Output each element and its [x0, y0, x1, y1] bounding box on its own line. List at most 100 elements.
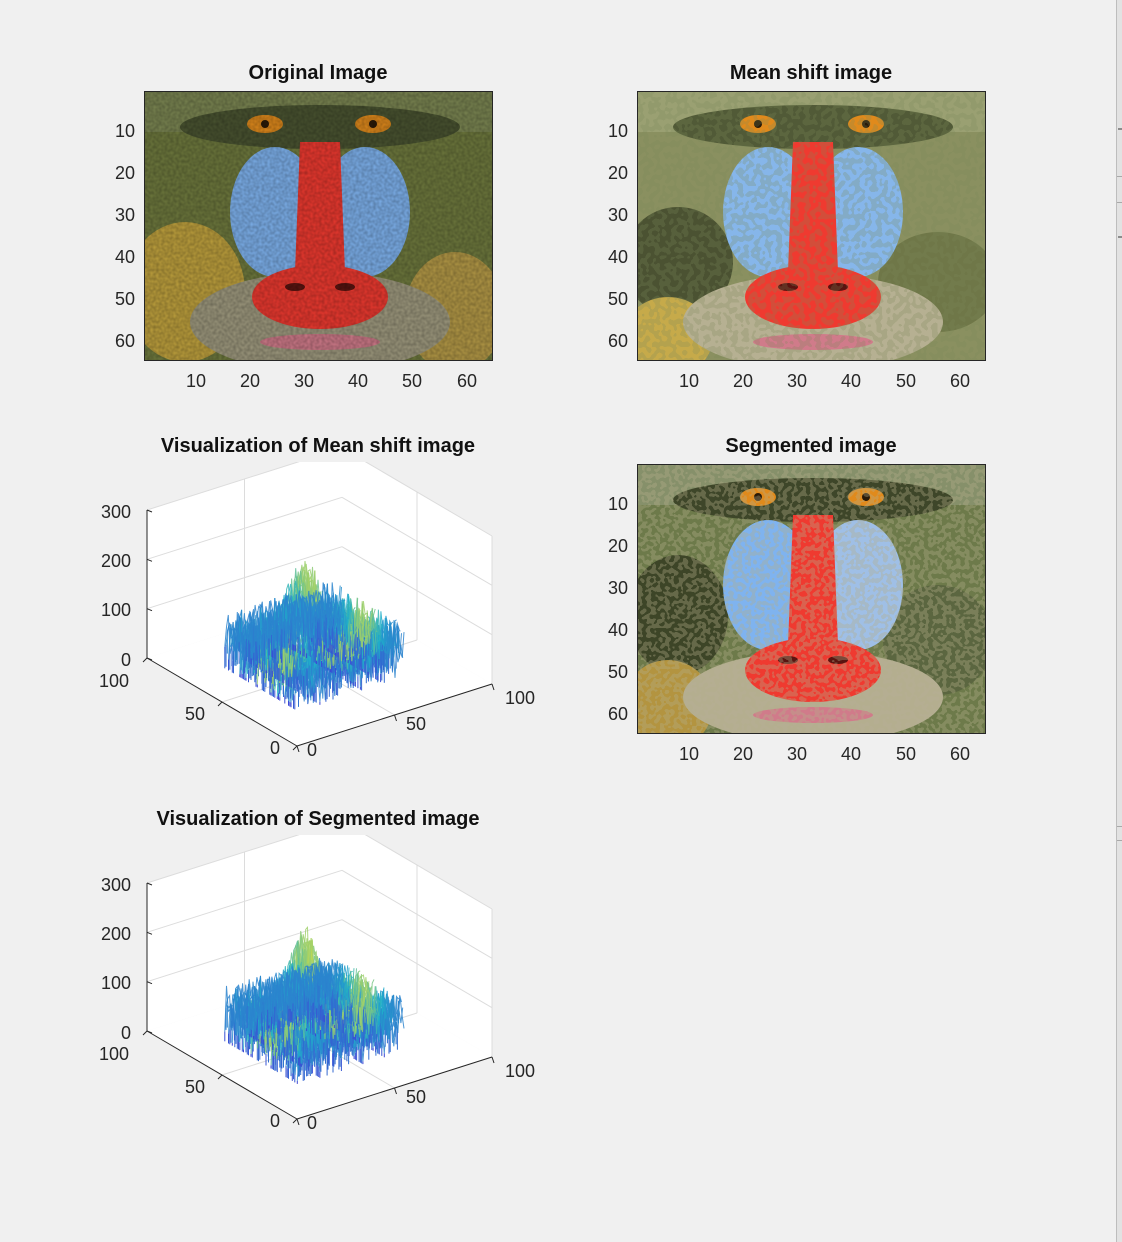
z-tick: 0: [120, 1023, 131, 1043]
mesh-surface: [224, 561, 405, 710]
x-tick-mark: [491, 683, 495, 691]
x-tick: 40: [840, 744, 862, 764]
x-tick: 20: [732, 744, 754, 764]
z-tick-mark: [146, 981, 153, 985]
x-tick: 10: [678, 371, 700, 391]
x-tick: 50: [895, 371, 917, 391]
y-tick-mark: [292, 745, 298, 751]
y-tick-mark: [292, 1118, 298, 1124]
mesh-line: [225, 960, 332, 1036]
x-tick: 30: [786, 371, 808, 391]
y-tick: 60: [607, 331, 628, 351]
mesh-line: [226, 583, 334, 662]
x-tick: 0: [306, 1113, 317, 1133]
grid-line: [146, 919, 343, 983]
x-tick: 10: [678, 744, 700, 764]
y-tick: 100: [98, 1044, 129, 1064]
y-tick-mark: [217, 1074, 223, 1080]
z-tick-mark: [146, 931, 153, 935]
mesh-line: [224, 958, 331, 1036]
original-image-axes: [144, 91, 493, 361]
window-edge-mark: [1117, 202, 1122, 203]
x-tick: 60: [949, 371, 971, 391]
grid-line: [364, 835, 493, 910]
x-tick: 50: [405, 714, 427, 734]
z-tick: 300: [100, 502, 131, 522]
x-tick: 100: [504, 688, 536, 708]
z-tick-mark: [146, 558, 153, 562]
viz-segmented-plot: [142, 835, 495, 1125]
z-tick: 200: [100, 551, 131, 571]
z-tick-mark: [146, 657, 153, 661]
y-tick: 20: [607, 163, 628, 183]
grid-line: [341, 496, 493, 586]
y-tick: 40: [607, 247, 628, 267]
plot-axes-group: [142, 835, 495, 1125]
grid-line: [341, 546, 493, 636]
y-tick: 100: [98, 671, 129, 691]
y-tick: 20: [114, 163, 135, 183]
plot-axes-group: [142, 462, 495, 752]
x-tick: 60: [949, 744, 971, 764]
grid-line: [146, 546, 343, 610]
z-tick: 200: [100, 924, 131, 944]
x-tick: 20: [239, 371, 261, 391]
y-tick: 30: [114, 205, 135, 225]
x-tick: 60: [456, 371, 478, 391]
y-tick: 10: [114, 121, 135, 141]
x-tick: 40: [840, 371, 862, 391]
viz-segmented-title: Visualization of Segmented image: [156, 808, 480, 830]
x-tick-mark: [296, 1118, 300, 1125]
z-tick: 300: [100, 875, 131, 895]
mean-shift-image-canvas: [638, 92, 985, 360]
window-edge: [1116, 0, 1122, 1242]
x-tick: 40: [347, 371, 369, 391]
viz-mean-shift-title: Visualization of Mean shift image: [160, 435, 476, 457]
segmented-image-canvas: [638, 465, 985, 733]
x-tick-mark: [394, 1087, 397, 1095]
z-tick-mark: [146, 882, 153, 886]
mesh-line: [224, 582, 331, 663]
grid-line: [341, 869, 493, 959]
y-tick: 50: [184, 1077, 206, 1097]
z-tick: 0: [120, 650, 131, 670]
grid-line: [146, 869, 343, 933]
y-tick: 40: [607, 620, 628, 640]
z-tick-mark: [146, 509, 153, 513]
viz-mean-shift-plot: [142, 462, 495, 752]
x-tick: 50: [405, 1087, 427, 1107]
grid-line: [146, 496, 343, 560]
original-image-canvas: [145, 92, 492, 360]
x-tick: 0: [306, 740, 317, 760]
x-tick: 100: [504, 1061, 536, 1081]
mean-shift-image-title: Mean shift image: [729, 62, 893, 84]
z-tick: 100: [100, 973, 131, 993]
x-tick-mark: [296, 745, 300, 752]
window-edge-mark: [1117, 826, 1122, 827]
mesh-surface: [224, 925, 405, 1084]
mean-shift-image-axes: [637, 91, 986, 361]
window-edge-mark: [1117, 840, 1122, 841]
y-tick: 50: [607, 289, 628, 309]
x-tick: 30: [293, 371, 315, 391]
x-tick-mark: [491, 1056, 495, 1064]
y-tick: 50: [184, 704, 206, 724]
y-tick: 0: [269, 1111, 280, 1131]
z-tick-mark: [146, 1030, 153, 1034]
grid-line: [146, 835, 300, 884]
y-tick-mark: [142, 1030, 148, 1036]
x-tick: 50: [895, 744, 917, 764]
x-tick: 10: [185, 371, 207, 391]
segmented-image-axes: [637, 464, 986, 734]
z-tick-mark: [146, 608, 153, 612]
y-tick: 50: [114, 289, 135, 309]
y-tick: 0: [269, 738, 280, 758]
grid-line: [341, 919, 493, 1009]
segmented-image-title: Segmented image: [725, 435, 897, 457]
grid-line: [146, 462, 300, 511]
window-edge-mark: [1118, 236, 1122, 238]
x-tick: 20: [732, 371, 754, 391]
y-tick: 40: [114, 247, 135, 267]
y-tick: 60: [114, 331, 135, 351]
